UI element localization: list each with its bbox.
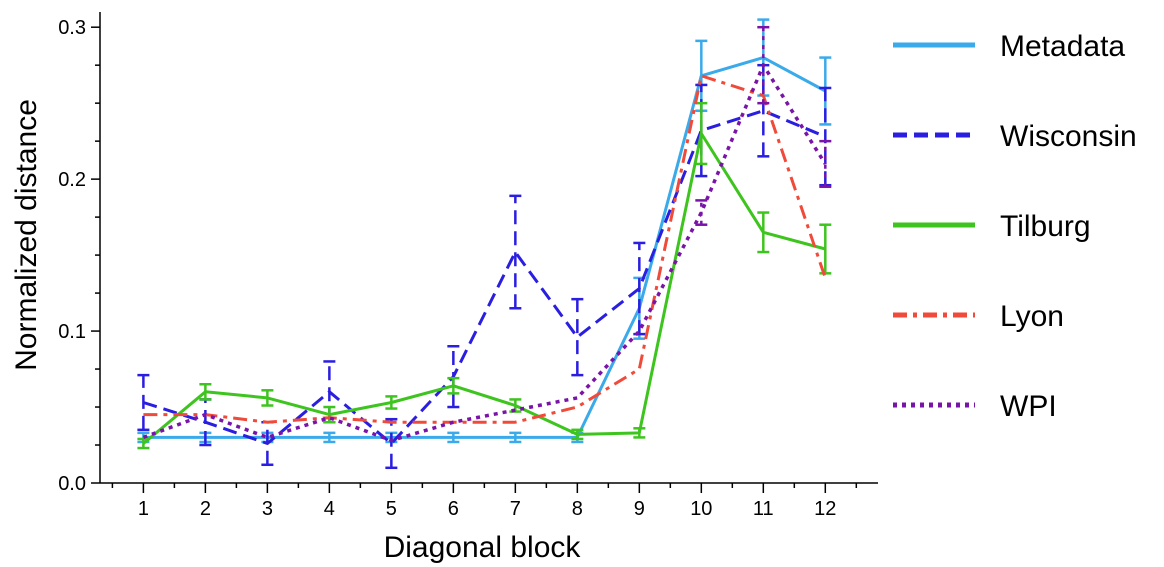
x-tick-label: 1 bbox=[138, 498, 149, 520]
legend-label-wpi: WPI bbox=[1000, 390, 1057, 423]
legend-label-wisconsin: Wisconsin bbox=[1000, 120, 1137, 153]
legend: Metadata Wisconsin Tilburg Lyon WPI bbox=[893, 30, 1137, 423]
y-tick-label: 0.2 bbox=[58, 169, 86, 191]
series-line-wisconsin bbox=[142, 109, 826, 445]
series-line-tilburg bbox=[142, 132, 826, 445]
x-tick-label: 11 bbox=[753, 498, 774, 520]
axes: 0.00.10.20.31 2 3 4 5 6 7 8 9 10 11 12 bbox=[58, 12, 878, 520]
x-tick-label: 9 bbox=[634, 498, 645, 520]
y-tick-label: 0.3 bbox=[58, 17, 86, 39]
x-tick-label: 5 bbox=[386, 498, 397, 520]
series-line-metadata bbox=[143, 56, 827, 439]
x-tick-label: 4 bbox=[324, 498, 335, 520]
legend-label-metadata: Metadata bbox=[1000, 30, 1125, 63]
x-tick-label: 7 bbox=[510, 498, 521, 520]
series-line-lyon bbox=[143, 74, 827, 424]
x-axis-title: Diagonal block bbox=[384, 531, 582, 564]
x-tick-label: 2 bbox=[200, 498, 211, 520]
series-wpi bbox=[142, 25, 832, 443]
x-tick-label: 3 bbox=[262, 498, 273, 520]
x-tick-label: 8 bbox=[572, 498, 583, 520]
x-tick-label: 10 bbox=[690, 498, 712, 520]
x-tick-label: 12 bbox=[814, 498, 836, 520]
y-axis-title: Normalized distance bbox=[10, 99, 43, 371]
plot-area bbox=[137, 18, 832, 470]
series-tilburg bbox=[137, 101, 832, 450]
y-tick-label: 0.0 bbox=[58, 473, 86, 495]
series-line-wpi bbox=[142, 63, 827, 443]
series-wisconsin bbox=[137, 63, 832, 470]
x-tick-label: 6 bbox=[448, 498, 459, 520]
legend-label-lyon: Lyon bbox=[1000, 300, 1064, 333]
y-tick-label: 0.1 bbox=[58, 321, 86, 343]
series-metadata bbox=[137, 18, 832, 444]
series-lyon bbox=[143, 74, 827, 424]
legend-label-tilburg: Tilburg bbox=[1000, 210, 1091, 243]
